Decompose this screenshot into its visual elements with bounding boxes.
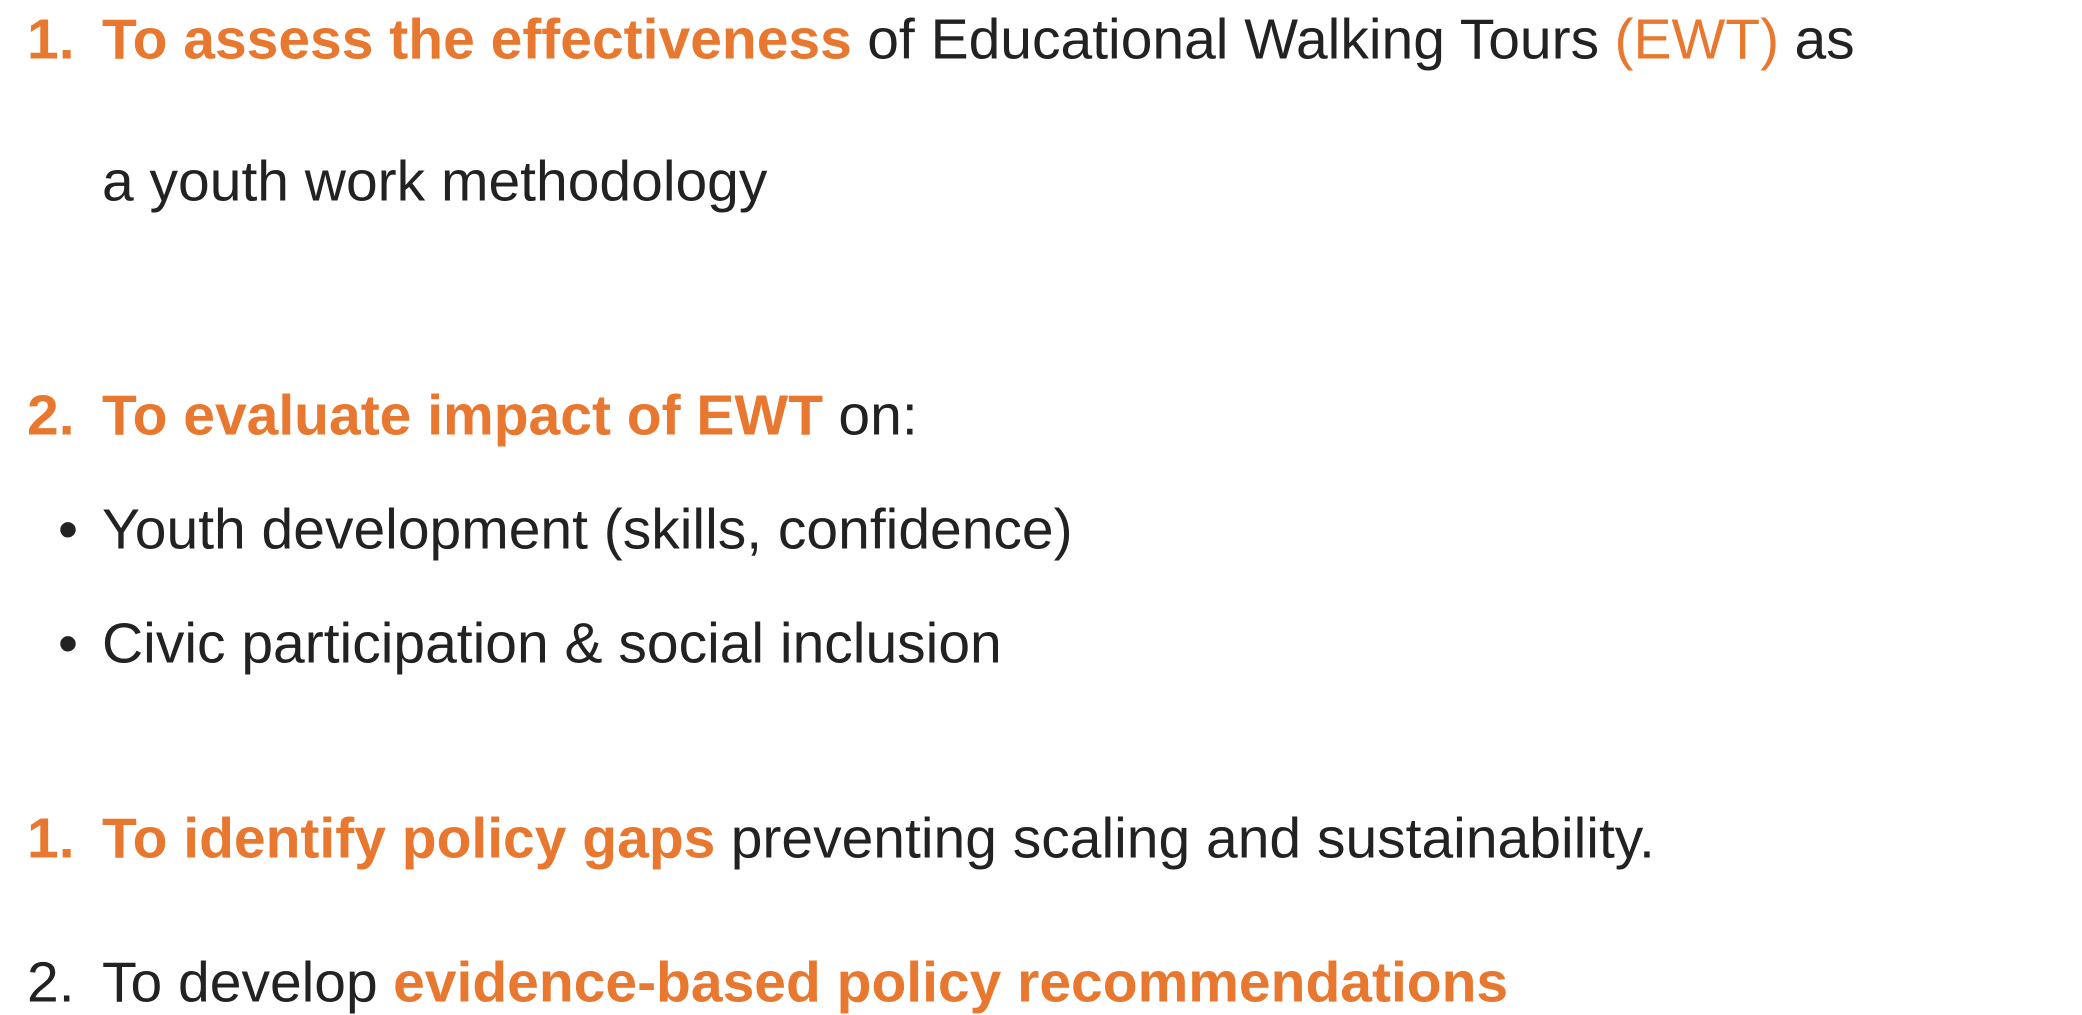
text-line: To evaluate impact of EWT on:: [102, 387, 918, 445]
text-segment: evidence-based policy recommendations: [393, 950, 1509, 1015]
item-number: 2.: [27, 383, 75, 448]
text-segment: To evaluate impact of EWT: [102, 383, 824, 448]
bullet: •: [58, 497, 78, 562]
text-segment: Youth development (skills, confidence): [102, 497, 1073, 562]
text-segment: on:: [838, 383, 918, 448]
text-segment: To develop: [102, 950, 378, 1015]
text-segment: (EWT): [1614, 7, 1780, 72]
text-segment: To assess the effectiveness: [102, 7, 852, 72]
text-segment: as: [1794, 7, 1855, 72]
bullet: •: [58, 611, 78, 676]
text-segment: of Educational Walking Tours: [867, 7, 1600, 72]
item-number: 1.: [27, 806, 75, 871]
text-segment: Civic participation & social inclusion: [102, 611, 1002, 676]
text-line: To identify policy gaps preventing scalin…: [102, 810, 1655, 868]
text-line: Youth development (skills, confidence): [102, 501, 1073, 559]
text-segment: preventing scaling and sustainability.: [730, 806, 1655, 871]
item-number: 1.: [27, 7, 75, 72]
text-line: a youth work methodology: [102, 153, 767, 211]
text-segment: a youth work methodology: [102, 149, 768, 214]
text-line: Civic participation & social inclusion: [102, 615, 1002, 673]
text-segment: To identify policy gaps: [102, 806, 716, 871]
text-line: To develop evidence-based policy recommen…: [102, 954, 1508, 1012]
item-number: 2.: [27, 950, 75, 1015]
text-line: To assess the effectiveness of Educationa…: [102, 11, 1855, 69]
